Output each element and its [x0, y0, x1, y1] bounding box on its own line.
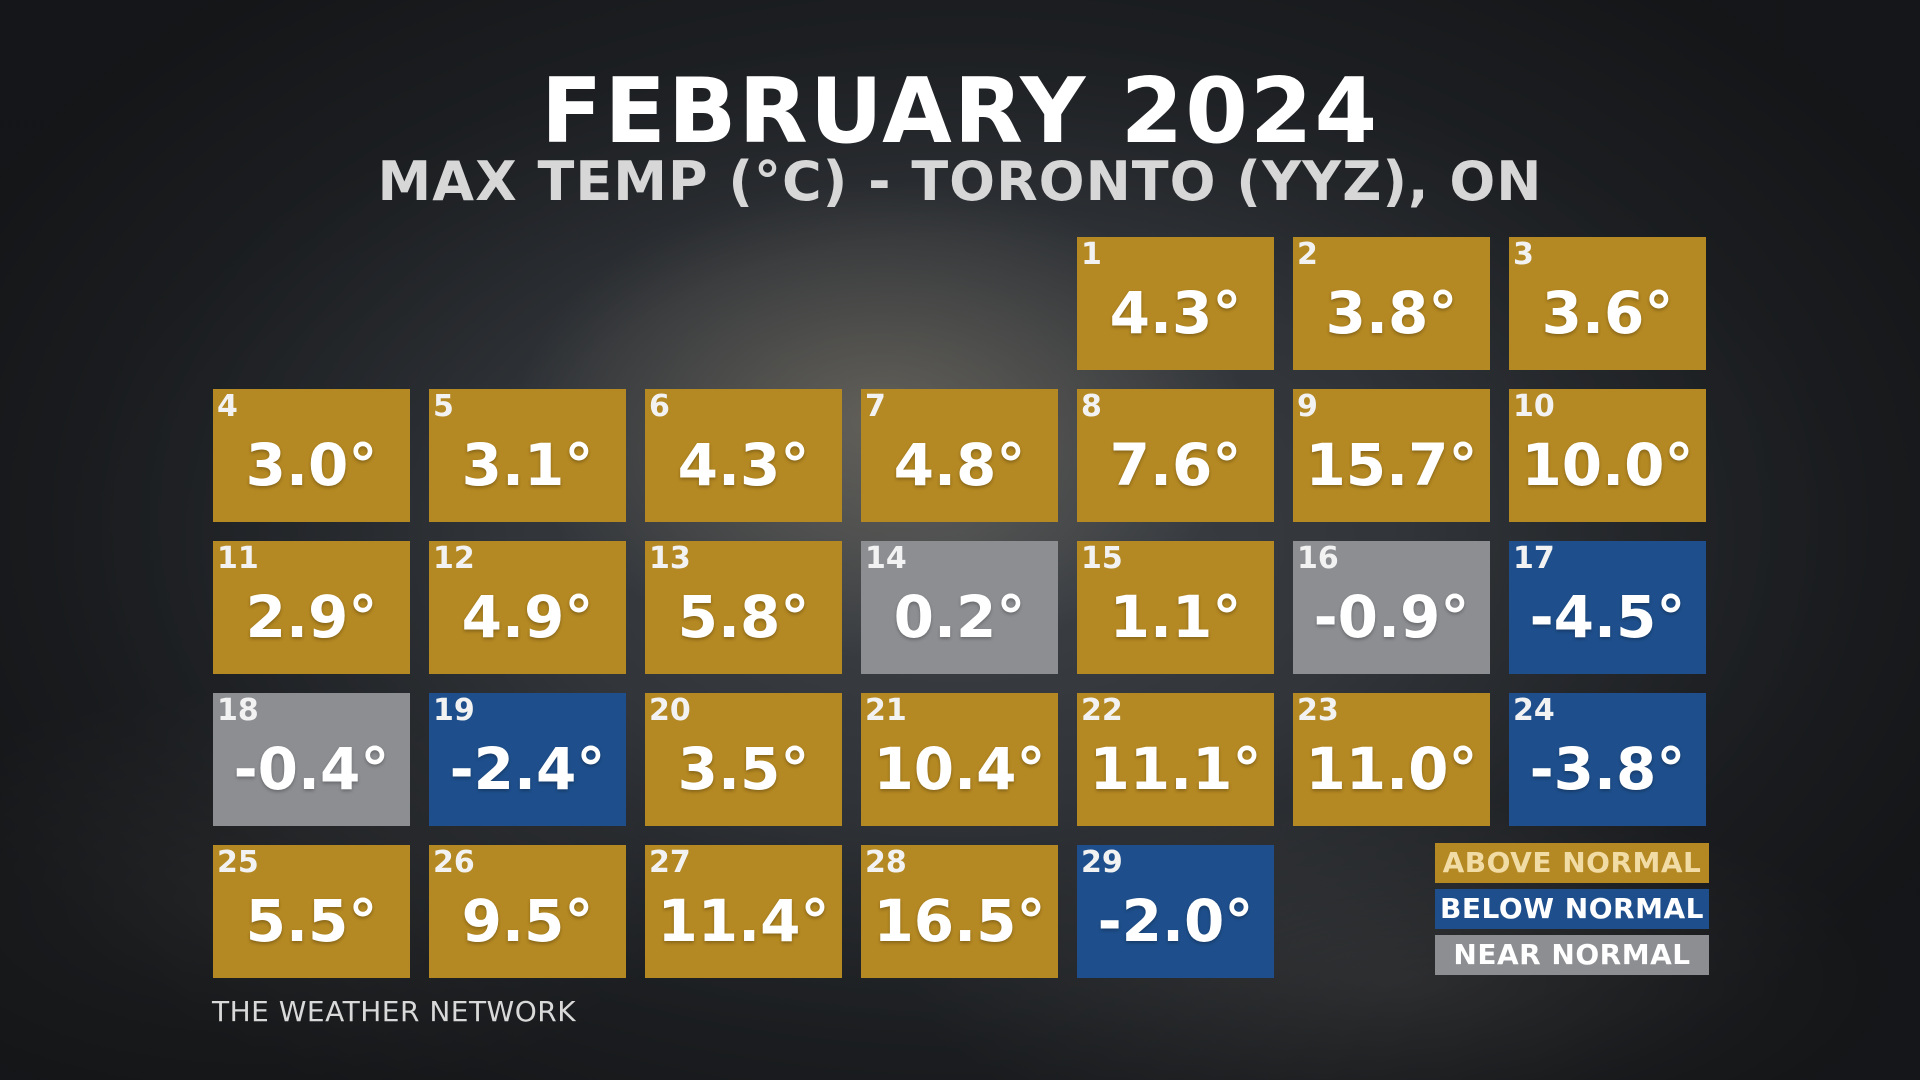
day-number: 16: [1297, 541, 1339, 576]
day-cell-12: 12 4.9°: [429, 541, 626, 674]
day-number: 6: [649, 389, 670, 424]
day-number: 29: [1081, 845, 1123, 880]
day-cell-10: 10 10.0°: [1509, 389, 1706, 522]
day-number: 14: [865, 541, 907, 576]
day-temperature: 10.0°: [1521, 431, 1694, 499]
day-number: 1: [1081, 237, 1102, 272]
legend: ABOVE NORMAL BELOW NORMAL NEAR NORMAL: [1435, 843, 1709, 981]
day-number: 25: [217, 845, 259, 880]
day-cell-20: 20 3.5°: [645, 693, 842, 826]
day-cell-23: 23 11.0°: [1293, 693, 1490, 826]
day-cell-1: 1 4.3°: [1077, 237, 1274, 370]
day-cell-26: 26 9.5°: [429, 845, 626, 978]
day-number: 10: [1513, 389, 1555, 424]
day-temperature: 2.9°: [245, 583, 378, 651]
legend-near-normal: NEAR NORMAL: [1435, 935, 1709, 975]
day-number: 5: [433, 389, 454, 424]
day-temperature: 7.6°: [1109, 431, 1242, 499]
day-cell-17: 17 -4.5°: [1509, 541, 1706, 674]
day-cell-29: 29 -2.0°: [1077, 845, 1274, 978]
day-cell-22: 22 11.1°: [1077, 693, 1274, 826]
day-number: 19: [433, 693, 475, 728]
day-cell-5: 5 3.1°: [429, 389, 626, 522]
day-temperature: 11.1°: [1089, 735, 1262, 803]
day-number: 3: [1513, 237, 1534, 272]
day-number: 17: [1513, 541, 1555, 576]
day-cell-16: 16 -0.9°: [1293, 541, 1490, 674]
day-cell-2: 2 3.8°: [1293, 237, 1490, 370]
day-number: 21: [865, 693, 907, 728]
legend-above-normal: ABOVE NORMAL: [1435, 843, 1709, 883]
day-temperature: 15.7°: [1305, 431, 1478, 499]
day-temperature: 3.5°: [677, 735, 810, 803]
day-temperature: 11.0°: [1305, 735, 1478, 803]
day-temperature: -2.0°: [1097, 887, 1254, 955]
day-number: 12: [433, 541, 475, 576]
day-temperature: -4.5°: [1529, 583, 1686, 651]
day-temperature: 3.0°: [245, 431, 378, 499]
day-number: 24: [1513, 693, 1555, 728]
day-number: 2: [1297, 237, 1318, 272]
day-temperature: -2.4°: [449, 735, 606, 803]
day-temperature: 5.8°: [677, 583, 810, 651]
day-number: 28: [865, 845, 907, 880]
day-cell-8: 8 7.6°: [1077, 389, 1274, 522]
day-number: 15: [1081, 541, 1123, 576]
day-cell-18: 18 -0.4°: [213, 693, 410, 826]
day-temperature: 4.3°: [677, 431, 810, 499]
day-cell-3: 3 3.6°: [1509, 237, 1706, 370]
day-temperature: 10.4°: [873, 735, 1046, 803]
day-temperature: 11.4°: [657, 887, 830, 955]
day-cell-13: 13 5.8°: [645, 541, 842, 674]
day-temperature: 9.5°: [461, 887, 594, 955]
day-number: 27: [649, 845, 691, 880]
day-number: 23: [1297, 693, 1339, 728]
day-temperature: 16.5°: [873, 887, 1046, 955]
day-temperature: 4.3°: [1109, 279, 1242, 347]
day-temperature: 1.1°: [1109, 583, 1242, 651]
brand-footer: THE WEATHER NETWORK: [212, 995, 577, 1028]
day-temperature: 5.5°: [245, 887, 378, 955]
day-cell-27: 27 11.4°: [645, 845, 842, 978]
day-number: 4: [217, 389, 238, 424]
day-temperature: 0.2°: [893, 583, 1026, 651]
day-number: 8: [1081, 389, 1102, 424]
legend-below-normal: BELOW NORMAL: [1435, 889, 1709, 929]
day-temperature: -0.4°: [233, 735, 390, 803]
day-cell-9: 9 15.7°: [1293, 389, 1490, 522]
page-title: FEBRUARY 2024: [540, 59, 1380, 164]
day-cell-7: 7 4.8°: [861, 389, 1058, 522]
day-number: 20: [649, 693, 691, 728]
day-number: 11: [217, 541, 259, 576]
day-cell-21: 21 10.4°: [861, 693, 1058, 826]
day-cell-11: 11 2.9°: [213, 541, 410, 674]
day-cell-6: 6 4.3°: [645, 389, 842, 522]
day-temperature: 3.6°: [1541, 279, 1674, 347]
day-number: 18: [217, 693, 259, 728]
day-temperature: 3.8°: [1325, 279, 1458, 347]
day-temperature: 4.8°: [893, 431, 1026, 499]
day-cell-24: 24 -3.8°: [1509, 693, 1706, 826]
day-number: 9: [1297, 389, 1318, 424]
day-cell-14: 14 0.2°: [861, 541, 1058, 674]
day-cell-25: 25 5.5°: [213, 845, 410, 978]
day-number: 7: [865, 389, 886, 424]
day-temperature: -3.8°: [1529, 735, 1686, 803]
day-number: 22: [1081, 693, 1123, 728]
day-temperature: 3.1°: [461, 431, 594, 499]
day-number: 13: [649, 541, 691, 576]
day-cell-28: 28 16.5°: [861, 845, 1058, 978]
day-number: 26: [433, 845, 475, 880]
day-temperature: -0.9°: [1313, 583, 1470, 651]
day-cell-4: 4 3.0°: [213, 389, 410, 522]
day-cell-15: 15 1.1°: [1077, 541, 1274, 674]
day-temperature: 4.9°: [461, 583, 594, 651]
day-cell-19: 19 -2.4°: [429, 693, 626, 826]
page-subtitle: MAX TEMP (°C) - TORONTO (YYZ), ON: [377, 150, 1543, 213]
